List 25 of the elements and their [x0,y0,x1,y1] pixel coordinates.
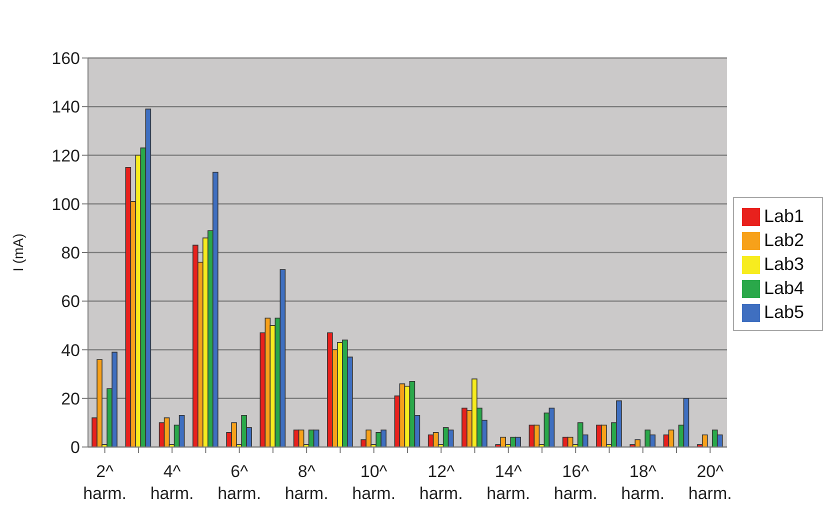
legend-label: Lab4 [764,278,804,298]
y-tick-label: 0 [70,438,80,458]
x-tick-label: 2^ harm. [83,462,127,503]
legend-label: Lab5 [764,302,804,322]
x-tick-label: 20^ harm. [688,462,732,503]
legend-label: Lab3 [764,254,804,274]
y-tick-label: 80 [61,244,80,263]
x-tick-label: 16^ harm. [554,462,598,503]
x-tick-label: 8^ harm. [284,462,328,503]
legend-label: Lab1 [764,206,804,226]
x-tick-label: 14^ harm. [486,462,530,503]
y-tick-label: 40 [61,340,80,360]
legend-label: Lab2 [764,230,804,250]
y-tick-label: 160 [52,49,80,68]
x-tick-label: 12^ harm. [419,462,463,503]
y-tick-label: 140 [52,98,80,117]
y-tick-label: 20 [61,389,80,408]
x-tick-label: 18^ harm. [621,462,665,503]
y-axis-title: I (mA) [10,233,26,272]
x-tick-label: 4^ harm. [150,462,194,503]
y-tick-label: 60 [61,292,80,312]
x-tick-label: 6^ harm. [218,462,262,503]
y-tick-label: 120 [52,146,80,166]
y-tick-label: 100 [52,194,80,214]
x-tick-label: 10^ harm. [352,462,396,503]
